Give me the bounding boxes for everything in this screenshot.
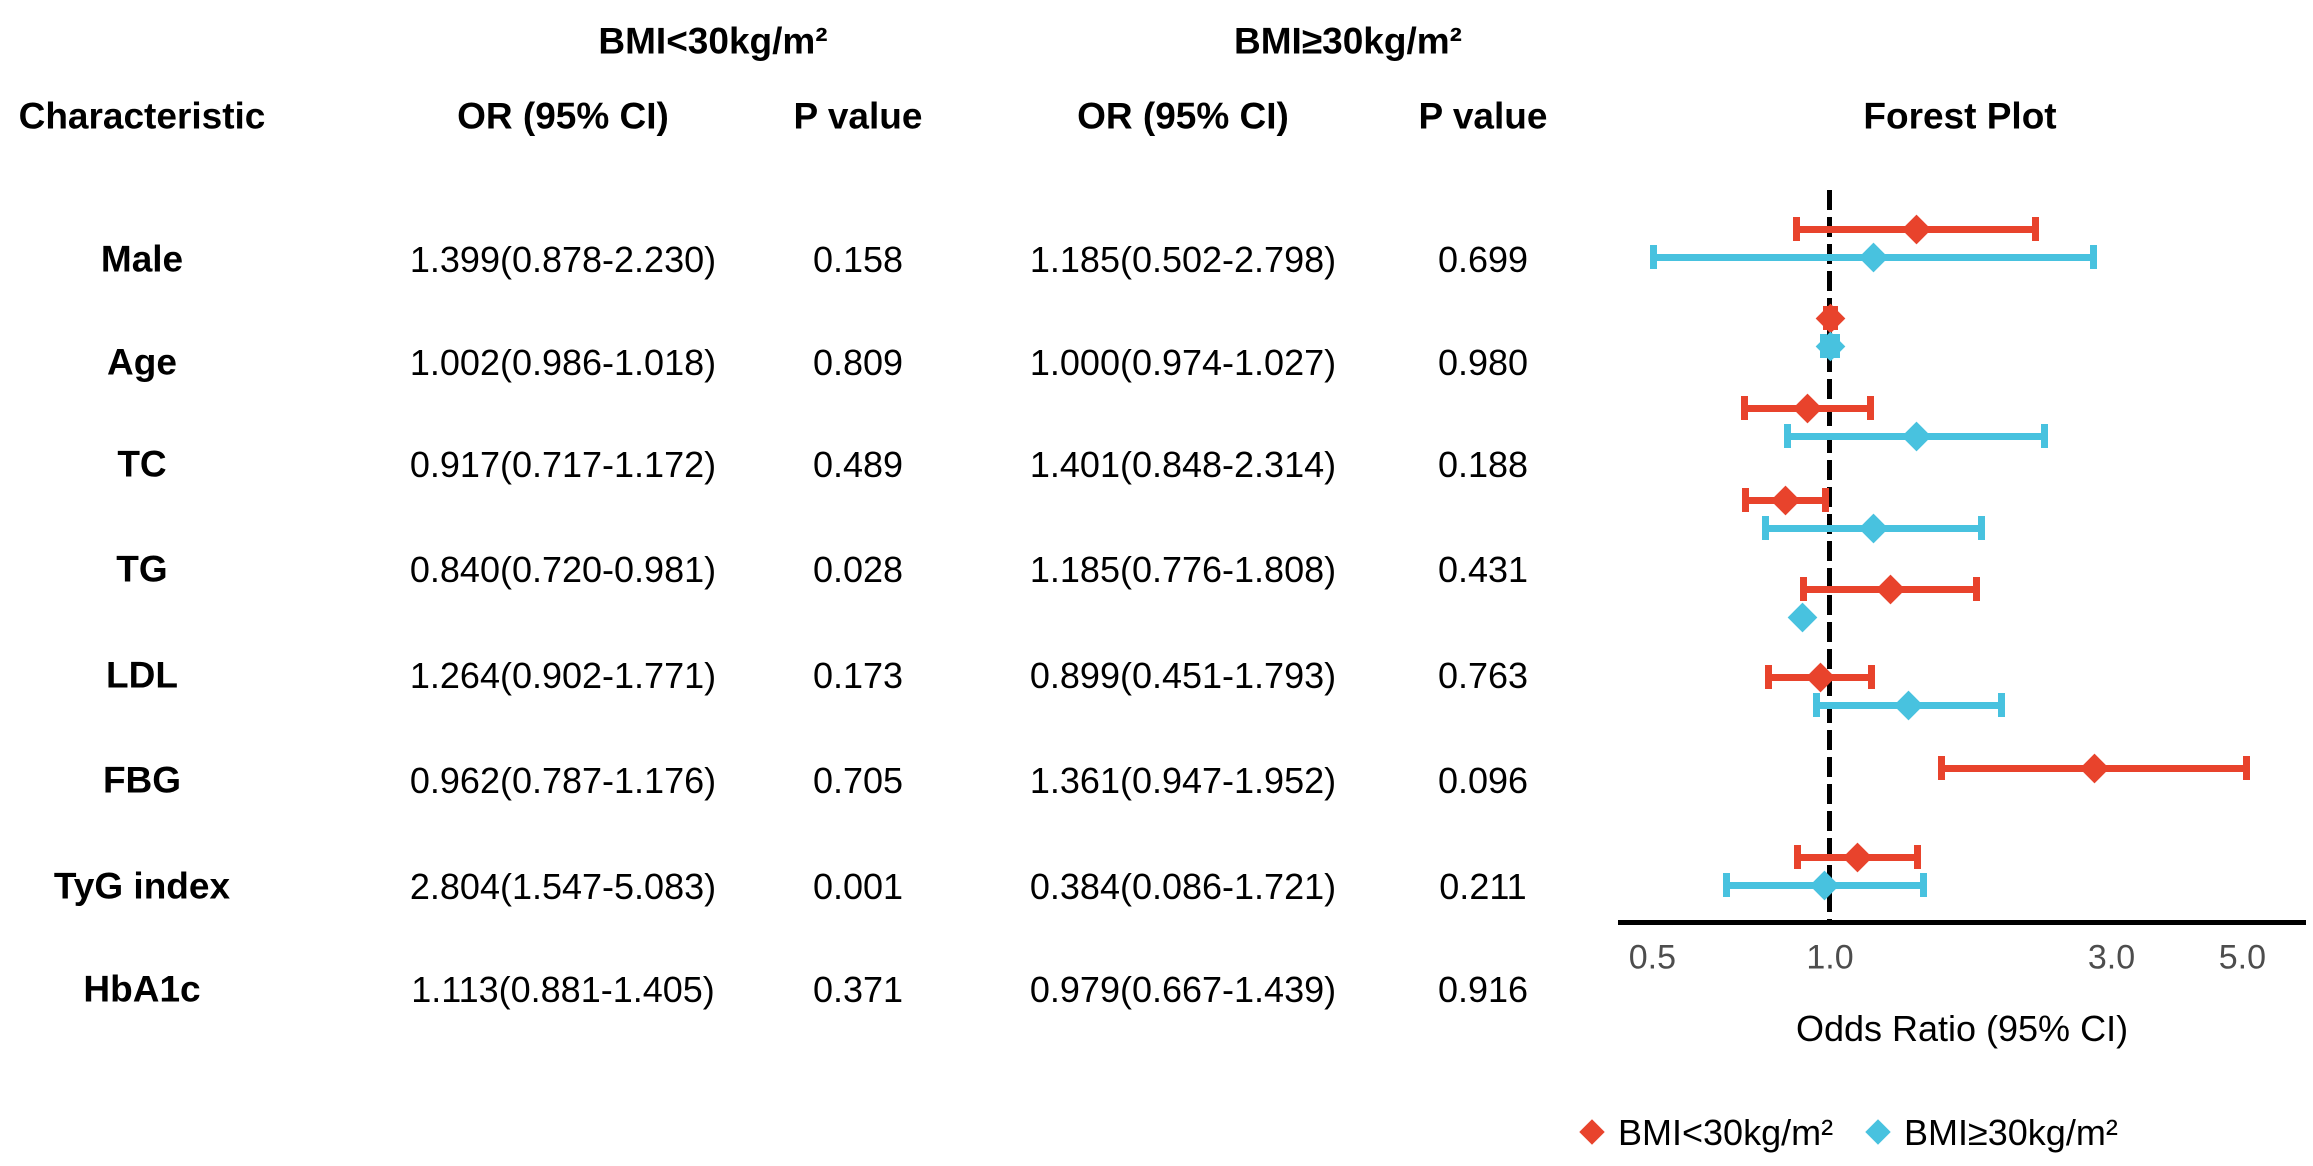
col-header-characteristic: Characteristic bbox=[18, 95, 266, 137]
row-or-ci-2: 1.401(0.848-2.314) bbox=[1029, 444, 1337, 486]
row-p-value-1: 0.809 bbox=[812, 342, 904, 384]
ci-cap-high bbox=[1978, 516, 1986, 540]
ci-cap-low bbox=[1794, 845, 1802, 869]
row-p-value-1: 0.158 bbox=[812, 239, 904, 281]
row-or-ci-1: 1.002(0.986-1.018) bbox=[409, 342, 717, 384]
col-header-p-value-2: P value bbox=[1418, 95, 1548, 137]
row-p-value-1: 0.489 bbox=[812, 444, 904, 486]
x-tick-label: 0.5 bbox=[1628, 938, 1677, 977]
legend-diamond-bmi-ge30-icon bbox=[1865, 1119, 1891, 1145]
row-characteristic: TyG index bbox=[53, 865, 231, 907]
row-characteristic: LDL bbox=[106, 654, 178, 696]
ci-cap-low bbox=[1742, 488, 1750, 512]
x-tick-label: 3.0 bbox=[2087, 938, 2136, 977]
ci-cap-high bbox=[2090, 245, 2098, 269]
row-p-value-2: 0.699 bbox=[1437, 239, 1529, 281]
ci-cap-high bbox=[1821, 488, 1829, 512]
row-or-ci-2: 0.979(0.667-1.439) bbox=[1029, 969, 1337, 1011]
or-diamond-icon bbox=[1842, 842, 1873, 872]
or-diamond-icon bbox=[1787, 602, 1818, 632]
ci-cap-high bbox=[1868, 665, 1876, 689]
row-or-ci-1: 0.917(0.717-1.172) bbox=[409, 444, 717, 486]
x-tick-label: 5.0 bbox=[2218, 938, 2267, 977]
reference-line-or-1 bbox=[1827, 190, 1832, 922]
row-p-value-2: 0.916 bbox=[1437, 969, 1529, 1011]
ci-cap-low bbox=[1793, 217, 1801, 241]
row-or-ci-1: 0.962(0.787-1.176) bbox=[409, 760, 717, 802]
row-or-ci-1: 0.840(0.720-0.981) bbox=[409, 549, 717, 591]
row-p-value-1: 0.028 bbox=[812, 549, 904, 591]
row-or-ci-1: 1.113(0.881-1.405) bbox=[411, 969, 715, 1011]
or-diamond-icon bbox=[1858, 242, 1889, 272]
ci-cap-high bbox=[1997, 693, 2005, 717]
ci-cap-high bbox=[2243, 756, 2251, 780]
row-or-ci-2: 1.361(0.947-1.952) bbox=[1029, 760, 1337, 802]
col-header-or-ci-2: OR (95% CI) bbox=[1077, 95, 1289, 137]
x-tick-label: 1.0 bbox=[1806, 938, 1854, 977]
row-or-ci-1: 1.399(0.878-2.230) bbox=[409, 239, 717, 281]
row-p-value-1: 0.371 bbox=[812, 969, 904, 1011]
row-or-ci-2: 1.000(0.974-1.027) bbox=[1029, 342, 1337, 384]
or-diamond-icon bbox=[1792, 393, 1823, 423]
or-diamond-icon bbox=[1894, 690, 1924, 720]
ci-cap-low bbox=[1722, 873, 1730, 897]
or-diamond-icon bbox=[1875, 574, 1905, 604]
or-diamond-icon bbox=[1770, 485, 1801, 515]
or-diamond-icon bbox=[1815, 303, 1846, 333]
row-p-value-2: 0.431 bbox=[1437, 549, 1529, 591]
row-or-ci-2: 0.899(0.451-1.793) bbox=[1029, 655, 1337, 697]
row-p-value-1: 0.001 bbox=[812, 866, 904, 908]
row-p-value-2: 0.980 bbox=[1437, 342, 1529, 384]
ci-cap-high bbox=[1919, 873, 1927, 897]
row-or-ci-2: 1.185(0.502-2.798) bbox=[1029, 239, 1337, 281]
ci-cap-low bbox=[1761, 516, 1769, 540]
ci-cap-low bbox=[1741, 396, 1749, 420]
row-p-value-2: 0.188 bbox=[1437, 444, 1529, 486]
row-or-ci-2: 0.384(0.086-1.721) bbox=[1029, 866, 1337, 908]
ci-cap-low bbox=[1800, 577, 1808, 601]
ci-cap-high bbox=[1867, 396, 1875, 420]
row-characteristic: FBG bbox=[102, 759, 182, 801]
or-diamond-icon bbox=[2079, 753, 2110, 783]
row-characteristic: Male bbox=[100, 238, 184, 280]
row-p-value-2: 0.211 bbox=[1439, 866, 1527, 908]
ci-cap-high bbox=[1972, 577, 1980, 601]
ci-cap-high bbox=[1913, 845, 1921, 869]
x-axis-line bbox=[1618, 920, 2306, 925]
ci-cap-low bbox=[1784, 424, 1792, 448]
forest-plot-title: Forest Plot bbox=[1863, 95, 2057, 137]
group-header-bmi-lt30: BMI<30kg/m² bbox=[598, 20, 828, 62]
or-diamond-icon bbox=[1901, 214, 1931, 244]
row-p-value-1: 0.173 bbox=[812, 655, 904, 697]
row-p-value-2: 0.763 bbox=[1437, 655, 1529, 697]
x-axis-title: Odds Ratio (95% CI) bbox=[1795, 1008, 2129, 1050]
or-diamond-icon bbox=[1901, 421, 1932, 451]
legend-label-bmi-lt30: BMI<30kg/m² bbox=[1618, 1112, 1834, 1153]
ci-cap-high bbox=[2041, 424, 2049, 448]
group-header-bmi-ge30: BMI≥30kg/m² bbox=[1234, 20, 1462, 62]
row-characteristic: TC bbox=[117, 443, 167, 485]
row-characteristic: HbA1c bbox=[83, 968, 201, 1010]
or-diamond-icon bbox=[1858, 513, 1889, 543]
row-or-ci-2: 1.185(0.776-1.808) bbox=[1029, 549, 1337, 591]
ci-cap-low bbox=[1938, 756, 1946, 780]
ci-cap-low bbox=[1765, 665, 1773, 689]
row-p-value-1: 0.705 bbox=[812, 760, 904, 802]
col-header-or-ci-1: OR (95% CI) bbox=[457, 95, 669, 137]
row-p-value-2: 0.096 bbox=[1437, 760, 1529, 802]
row-or-ci-1: 1.264(0.902-1.771) bbox=[409, 655, 717, 697]
row-characteristic: Age bbox=[107, 341, 177, 383]
row-or-ci-1: 2.804(1.547-5.083) bbox=[409, 866, 717, 908]
col-header-p-value-1: P value bbox=[793, 95, 923, 137]
legend-diamond-bmi-lt30-icon bbox=[1579, 1119, 1605, 1145]
ci-cap-low bbox=[1812, 693, 1820, 717]
or-diamond-icon bbox=[1809, 870, 1840, 900]
legend-label-bmi-ge30: BMI≥30kg/m² bbox=[1904, 1112, 2118, 1153]
row-characteristic: TG bbox=[116, 548, 168, 590]
ci-cap-high bbox=[2031, 217, 2039, 241]
ci-cap-low bbox=[1649, 245, 1657, 269]
